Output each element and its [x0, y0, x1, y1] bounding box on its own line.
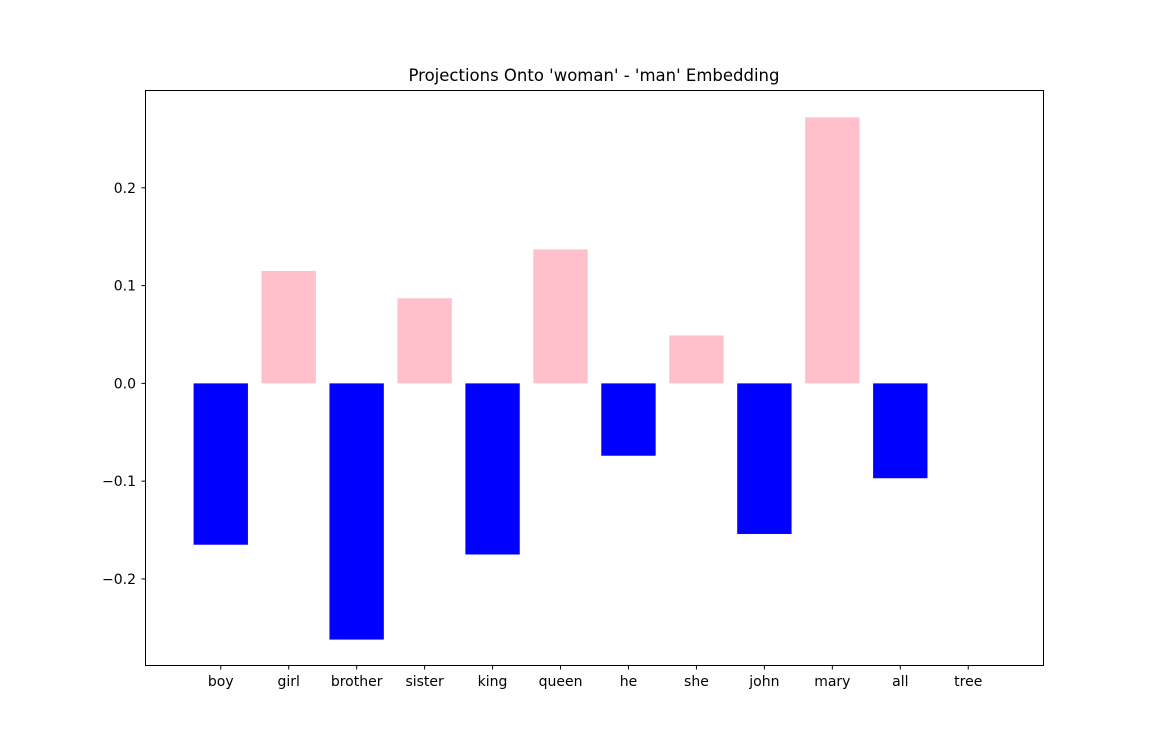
bar-mary [805, 117, 860, 384]
bar-brother [329, 383, 384, 640]
x-tick-label: king [478, 674, 508, 690]
y-tick-label: 0.2 [114, 181, 136, 197]
x-tick-label: girl [277, 674, 299, 690]
bar-boy [193, 383, 248, 545]
bar-king [465, 383, 520, 555]
plot-area-frame [145, 90, 1044, 666]
y-tick-label: −0.1 [102, 474, 136, 490]
bar-queen [533, 249, 588, 384]
x-tick-label: boy [208, 674, 234, 690]
x-tick-label: brother [331, 674, 383, 690]
x-tick-label: sister [405, 674, 444, 690]
bars-layer [193, 117, 928, 640]
x-tick-label: tree [954, 674, 982, 690]
x-tick-label: queen [539, 674, 583, 690]
y-axis-ticks: −0.2 −0.1 0.0 0.1 0.2 [102, 181, 146, 588]
x-tick-label: john [748, 674, 779, 690]
chart-title: Projections Onto 'woman' - 'man' Embeddi… [409, 66, 780, 85]
bar-sister [397, 298, 452, 384]
x-tick-label: mary [814, 674, 850, 690]
y-tick-label: 0.0 [114, 376, 136, 392]
bar-she [669, 335, 724, 384]
bar-all [873, 383, 928, 479]
x-tick-label: he [620, 674, 638, 690]
bar-girl [261, 270, 316, 384]
bar-john [737, 383, 792, 534]
bar-he [601, 383, 656, 456]
x-axis-ticks: boy girl brother sister king queen he she john ma… [208, 665, 982, 690]
y-tick-label: −0.2 [102, 572, 136, 588]
x-tick-label: all [892, 674, 908, 690]
y-tick-label: 0.1 [114, 279, 136, 295]
x-tick-label: she [684, 674, 709, 690]
